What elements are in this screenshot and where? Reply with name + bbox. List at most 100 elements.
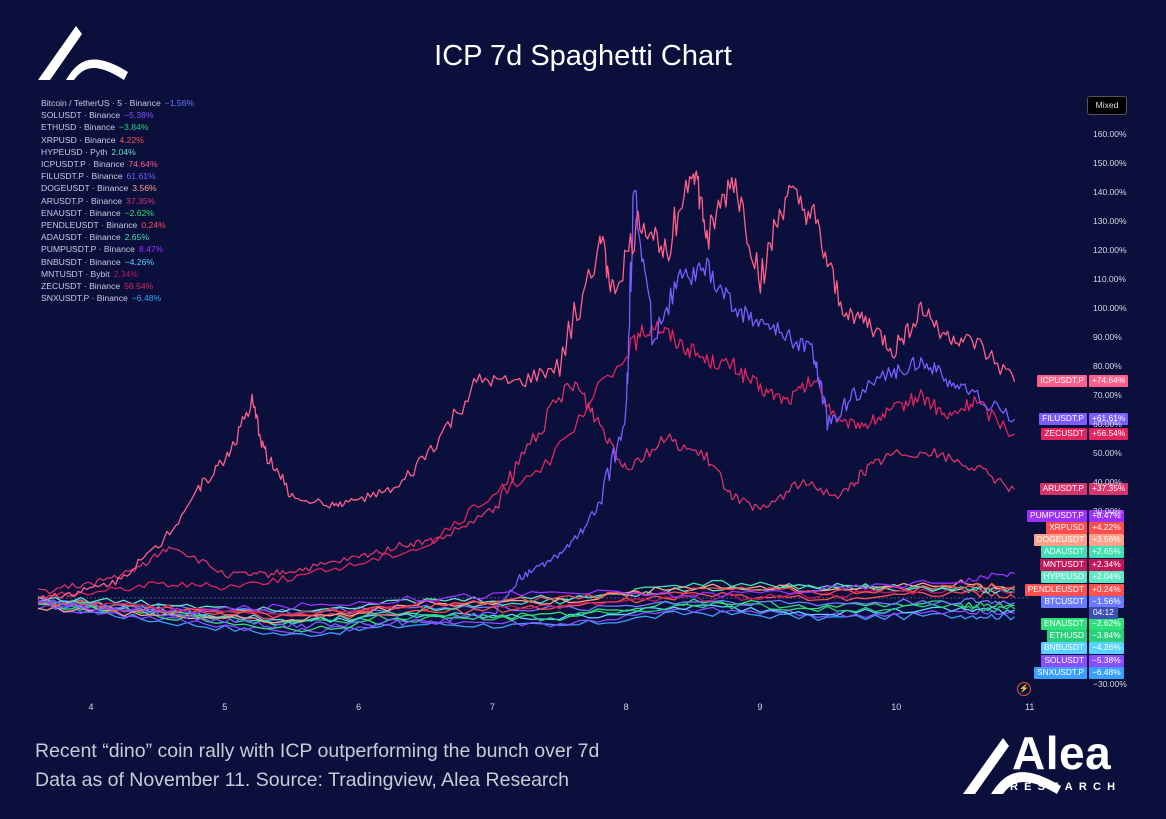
caption-line-1: Recent “dino” coin rally with ICP outper…	[35, 740, 600, 762]
series-line-btcusdt	[37, 597, 1015, 616]
last-value-tag: HYPEUSD +2.04%	[1037, 571, 1125, 583]
tag-series-name: ARUSDT.P	[1039, 483, 1087, 495]
y-tick-label: 140.00%	[1093, 187, 1127, 197]
tag-series-name: BTCUSDT	[1041, 596, 1087, 608]
y-tick-label: 130.00%	[1093, 216, 1127, 226]
legend-item[interactable]: FILUSDT.P · Binance 61.61%	[41, 170, 194, 182]
last-value-tag: BNBUSDT −4.26%	[1037, 642, 1125, 654]
tag-series-name: DOGEUSDT	[1033, 534, 1087, 546]
legend-item[interactable]: SNXUSDT.P · Binance −6.48%	[41, 292, 194, 304]
legend-change: 74.64%	[128, 159, 158, 170]
x-tick-label: 8	[623, 702, 629, 712]
legend-label: MNTUSDT · Bybit	[41, 268, 110, 279]
legend-change: 2.65%	[124, 232, 149, 243]
tag-series-value: −3.84%	[1089, 630, 1124, 642]
x-tick-label: 10	[891, 702, 902, 712]
legend-item[interactable]: BNBUSDT · Binance −4.26%	[41, 256, 194, 268]
legend-change: −2.62%	[124, 207, 154, 218]
series-line-snxusdt-p	[37, 600, 1016, 638]
series-legend: Bitcoin / TetherUS · 5 · Binance −1.56% SO…	[41, 97, 194, 304]
alea-brand-logo-icon	[963, 738, 1061, 794]
series-line-filusdt-p	[37, 189, 1016, 629]
legend-change: 8.47%	[138, 244, 164, 255]
legend-change: 2.04%	[111, 146, 136, 157]
legend-label: FILUSDT.P · Binance	[41, 171, 123, 182]
series-line-icpusdt-p	[37, 170, 1016, 601]
last-value-tag: ICPUSDT.P +74.64%	[1037, 375, 1129, 387]
legend-label: PENDLEUSDT · Binance	[41, 220, 138, 231]
tag-series-name: SOLUSDT	[1041, 655, 1087, 667]
tag-series-value: +61.61%	[1089, 413, 1129, 425]
y-tick-label: 50.00%	[1093, 448, 1122, 458]
tag-series-value: +56.54%	[1089, 428, 1129, 440]
tag-series-value: +4.22%	[1089, 522, 1124, 534]
legend-item[interactable]: PENDLEUSDT · Binance 0.24%	[41, 219, 194, 231]
last-value-tag: ZECUSDT +56.54%	[1037, 428, 1129, 440]
tag-series-name: HYPEUSD	[1040, 571, 1087, 583]
legend-item[interactable]: ARUSDT.P · Binance 37.35%	[41, 195, 194, 207]
tag-series-value: −1.56%	[1089, 596, 1124, 608]
legend-label: ARUSDT.P · Binance	[41, 195, 123, 206]
last-value-tag: XRPUSD +4.22%	[1037, 522, 1125, 534]
legend-label: SOLUSDT · Binance	[41, 110, 121, 121]
legend-label: ICPUSDT.P · Binance	[41, 159, 125, 170]
chart-title: ICP 7d Spaghetti Chart	[434, 40, 732, 72]
x-tick-label: 11	[1025, 702, 1035, 712]
tag-series-name: ADAUSDT	[1040, 546, 1087, 558]
x-tick-label: 4	[88, 702, 94, 712]
legend-label: ETHUSD · Binance	[41, 122, 116, 133]
alea-logo-icon	[38, 26, 128, 80]
tag-series-value: +0.24%	[1089, 584, 1124, 596]
legend-item[interactable]: ADAUSDT · Binance 2.65%	[41, 231, 194, 243]
legend-item[interactable]: XRPUSD · Binance 4.22%	[41, 134, 194, 146]
legend-change: 61.61%	[126, 171, 156, 182]
legend-item[interactable]: HYPEUSD · Pyth 2.04%	[41, 146, 194, 158]
flash-icon[interactable]: ⚡	[1017, 682, 1031, 696]
brand-subtitle: RESEARCH	[1010, 781, 1122, 793]
legend-item[interactable]: MNTUSDT · Bybit 2.34%	[41, 268, 194, 280]
last-value-tag: SOLUSDT −5.38%	[1037, 655, 1125, 667]
y-tick-label: 110.00%	[1093, 274, 1126, 284]
y-tick-label: 150.00%	[1093, 158, 1127, 168]
series-line-zecusdt	[37, 320, 1015, 601]
legend-item[interactable]: SOLUSDT · Binance −5.38%	[41, 109, 194, 121]
legend-change: 4.22%	[119, 134, 144, 145]
last-value-tag: BTCUSDT −1.56%	[1037, 596, 1125, 608]
legend-item[interactable]: Bitcoin / TetherUS · 5 · Binance −1.56%	[41, 97, 194, 109]
last-value-tag: ENAUSDT −2.62%	[1037, 618, 1125, 630]
y-tick-label: 90.00%	[1093, 332, 1122, 342]
y-tick-label: 120.00%	[1093, 245, 1127, 255]
tag-series-name: FILUSDT.P	[1039, 413, 1087, 425]
legend-item[interactable]: ETHUSD · Binance −3.84%	[41, 121, 194, 133]
brand-name: Alea	[1012, 727, 1112, 779]
tag-series-name: PENDLEUSDT	[1024, 584, 1087, 596]
y-tick-label: 160.00%	[1093, 129, 1127, 139]
y-tick-label: 40.00%	[1093, 477, 1122, 487]
legend-item[interactable]: DOGEUSDT · Binance 3.56%	[41, 182, 194, 194]
legend-change: 3.56%	[132, 183, 157, 194]
tag-series-value: +2.65%	[1089, 546, 1124, 558]
legend-change: 0.24%	[141, 220, 166, 231]
series-line-adausdt	[38, 579, 1015, 626]
legend-item[interactable]: ICPUSDT.P · Binance 74.64%	[41, 158, 194, 170]
legend-change: −4.26%	[124, 256, 154, 267]
tag-series-name: BNBUSDT	[1040, 642, 1087, 654]
series-line-enausdt	[37, 598, 1015, 633]
legend-item[interactable]: ENAUSDT · Binance −2.62%	[41, 207, 194, 219]
y-tick-label: 60.00%	[1093, 419, 1122, 429]
legend-item[interactable]: ZECUSDT · Binance 56.54%	[41, 280, 194, 292]
x-tick-label: 9	[757, 702, 763, 712]
tag-series-name: ETHUSD	[1046, 630, 1087, 642]
legend-item[interactable]: PUMPUSDT.P · Binance 8.47%	[41, 243, 194, 255]
y-tick-label: 30.00%	[1093, 506, 1122, 516]
series-line-solusdt	[37, 604, 1015, 634]
series-line-arusdt-p	[37, 381, 1016, 595]
mixed-scale-button[interactable]: Mixed	[1087, 96, 1127, 115]
legend-label: BNBUSDT · Binance	[41, 256, 121, 267]
tag-series-value: +2.04%	[1089, 571, 1124, 583]
tag-series-value: −5.38%	[1089, 655, 1124, 667]
y-tick-label: 80.00%	[1093, 361, 1122, 371]
tag-series-name: MNTUSDT	[1040, 559, 1087, 571]
tag-series-name: PUMPUSDT.P	[1027, 510, 1087, 522]
